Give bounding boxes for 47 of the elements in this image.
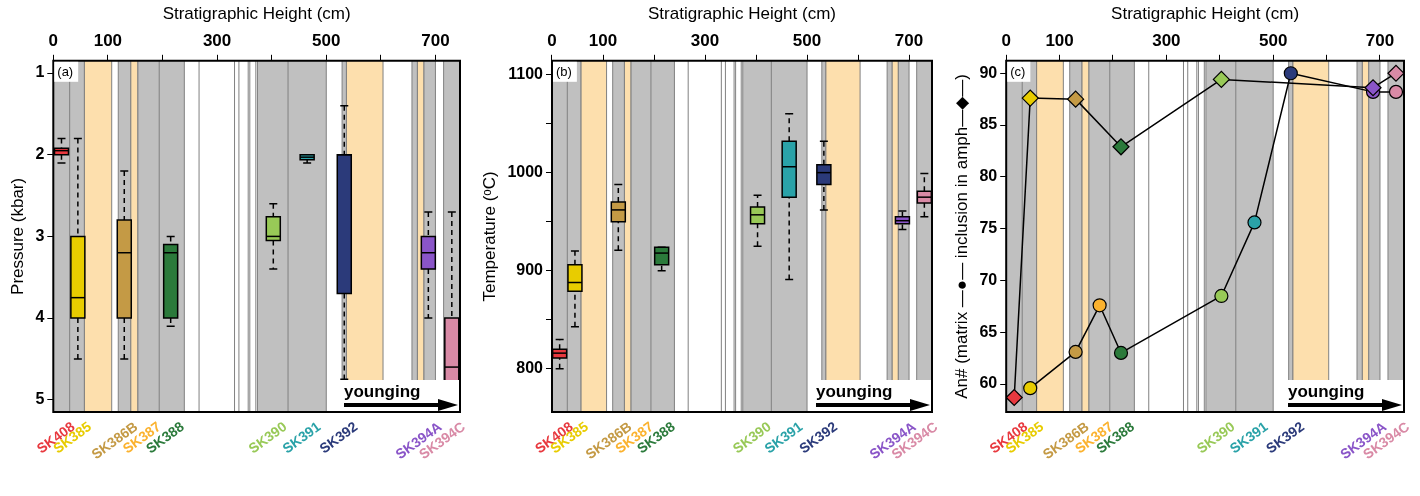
y-tick-label: 4 [35, 308, 45, 326]
x-tick-label: 500 [792, 31, 822, 51]
annotation: younging [816, 382, 893, 401]
x-tick-label: 700 [421, 31, 450, 51]
annotation: younging [344, 382, 421, 401]
annotation: younging [1288, 382, 1365, 401]
y-tick-label: 3 [35, 226, 45, 244]
x-tick-label: 300 [1152, 31, 1181, 51]
x-tick-label: 100 [1045, 31, 1074, 51]
x-tick-label: 500 [312, 31, 341, 51]
y-tick-label: 60 [979, 374, 998, 392]
y-tick-label: 85 [979, 115, 998, 133]
y-tick-label: 1000 [507, 163, 544, 181]
y-tick-label: 1100 [508, 64, 544, 82]
point [1092, 298, 1107, 313]
x-tick-label: 0 [547, 31, 557, 51]
x-axis-title: Stratigraphic Height (cm) [1111, 3, 1300, 23]
y-tick-label: 65 [979, 322, 998, 340]
x-tick-label: 0 [1001, 31, 1011, 51]
x-tick-label: 500 [1258, 31, 1288, 51]
y-tick-label: 1 [35, 63, 45, 81]
annotation: (c) [1010, 64, 1026, 80]
y-axis-title: Temperature (ᵒC) [479, 171, 499, 302]
x-axis-title: Stratigraphic Height (cm) [162, 3, 351, 23]
point [1247, 215, 1262, 230]
annotation: (b) [555, 64, 572, 80]
y-tick-label: 800 [516, 359, 544, 377]
y-tick-label: 70 [979, 270, 998, 288]
x-tick-label: 700 [1365, 31, 1395, 51]
y-tick-label: 5 [35, 390, 45, 408]
y-axis-title: An# (matrix —●— inclusion in amph—◆—) [951, 74, 971, 399]
point [1006, 388, 1023, 407]
x-axis-title: Stratigraphic Height (cm) [647, 3, 836, 23]
x-tick-label: 100 [93, 31, 123, 51]
y-tick-label: 75 [979, 219, 998, 237]
point [1283, 66, 1298, 81]
x-tick-label: 300 [690, 31, 720, 51]
y-tick-label: 90 [979, 63, 998, 81]
x-tick-label: 100 [588, 31, 618, 51]
y-tick-label: 2 [35, 145, 45, 163]
y-tick-label: 900 [516, 261, 544, 279]
x-tick-label: 700 [894, 31, 924, 51]
annotation: (a) [57, 64, 74, 80]
y-tick-label: 80 [979, 167, 998, 185]
y-axis-title: Pressure (kbar) [7, 177, 27, 295]
x-tick-label: 0 [48, 31, 59, 51]
x-tick-label: 300 [202, 31, 232, 51]
